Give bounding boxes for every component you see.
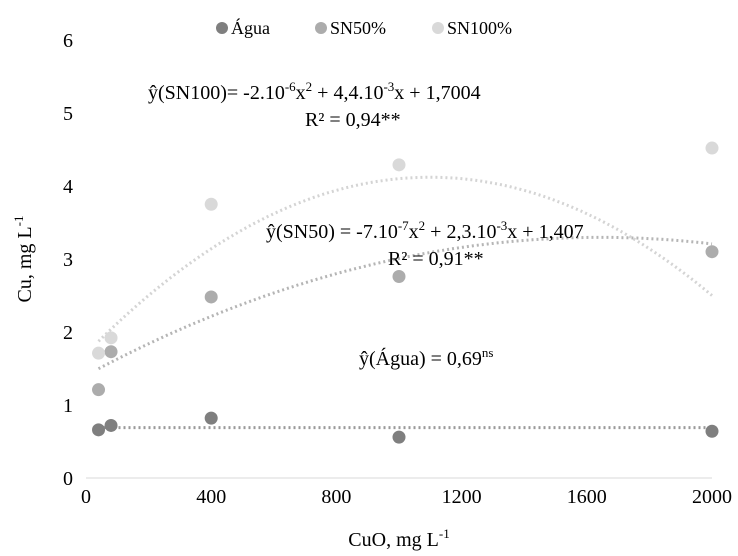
point-sn100: [92, 346, 106, 360]
legend-label-sn100: SN100%: [447, 18, 512, 38]
point-sn50: [92, 383, 106, 397]
legend-label-sn50: SN50%: [330, 18, 386, 38]
legend-label-agua: Água: [231, 17, 270, 38]
point-sn50: [104, 345, 118, 359]
point-sn50: [392, 270, 406, 284]
equation-sn50: ŷ(SN50) = -7.10-7x2 + 2,3.10-3x + 1,407: [266, 218, 584, 243]
point-sn50: [204, 290, 218, 304]
point-sn100: [392, 158, 406, 172]
point-agua: [392, 430, 406, 444]
x-tick-label: 1200: [442, 486, 482, 508]
point-sn100: [204, 197, 218, 211]
legend-marker-sn50: [315, 22, 327, 34]
point-agua: [705, 424, 719, 438]
point-sn100: [705, 141, 719, 155]
point-agua: [92, 423, 106, 437]
trendlines: [97, 175, 713, 430]
x-tick-label: 400: [196, 486, 226, 508]
r2-sn100: R² = 0,94**: [305, 109, 401, 131]
y-tick-label: 3: [63, 249, 73, 271]
x-tick-labels: 0 400 800 1200 1600 2000: [81, 486, 732, 508]
y-tick-label: 5: [63, 103, 73, 125]
legend-marker-agua: [216, 22, 228, 34]
point-sn100: [104, 331, 118, 345]
equation-sn100: ŷ(SN100)= -2.10-6x2 + 4,4.10-3x + 1,7004: [148, 79, 481, 104]
y-tick-label: 4: [63, 176, 73, 198]
point-agua: [104, 418, 118, 432]
point-agua: [204, 411, 218, 425]
point-sn50: [705, 245, 719, 259]
y-tick-label: 6: [63, 30, 73, 52]
y-tick-label: 0: [63, 468, 73, 490]
y-axis-title: Cu, mg L-1: [11, 216, 36, 303]
y-tick-labels: 0 1 2 3 4 5 6: [63, 30, 73, 490]
x-axis-title: CuO, mg L-1: [348, 526, 449, 551]
data-points: [92, 141, 719, 444]
y-tick-label: 2: [63, 322, 73, 344]
x-tick-label: 800: [321, 486, 351, 508]
equation-agua: ŷ(Água) = 0,69ns: [359, 345, 493, 370]
y-tick-label: 1: [63, 395, 73, 417]
legend: Água SN50% SN100%: [216, 17, 512, 38]
x-tick-label: 2000: [692, 486, 732, 508]
legend-marker-sn100: [432, 22, 444, 34]
x-tick-label: 1600: [567, 486, 607, 508]
x-tick-label: 0: [81, 486, 91, 508]
r2-sn50: R² = 0,91**: [388, 248, 484, 270]
